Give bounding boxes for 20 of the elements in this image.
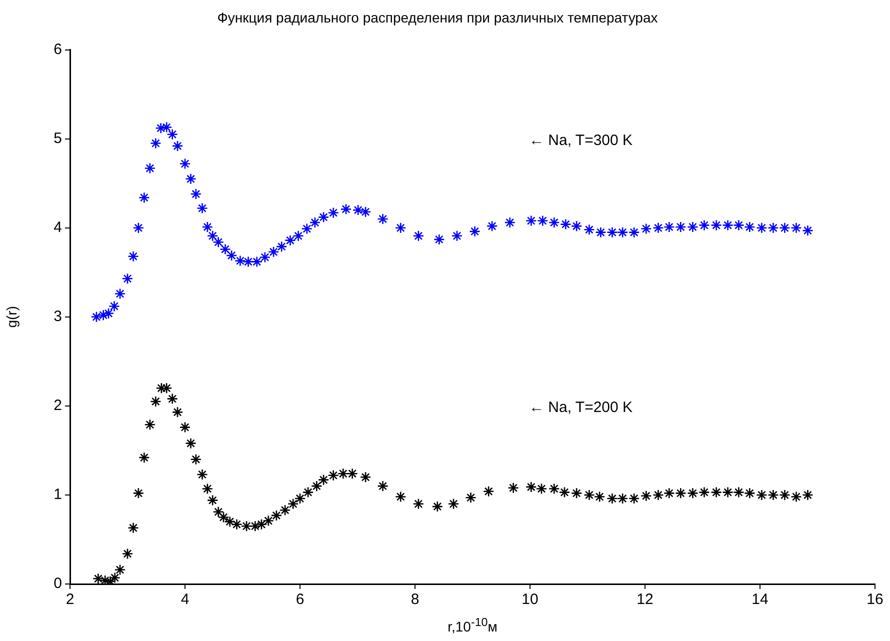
x-tick-label: 4: [180, 591, 190, 608]
y-tick-label: 3: [54, 308, 62, 326]
x-tick-label: 8: [410, 591, 420, 608]
annotation: ← Na, T=300 K: [529, 132, 633, 150]
x-tick-label: 10: [522, 591, 538, 608]
x-tick-label: 16: [866, 591, 884, 608]
x-tick-label: 2: [66, 591, 74, 608]
annotation: ← Na, T=200 K: [529, 399, 633, 416]
y-tick-label: 0: [54, 575, 62, 592]
x-tick-label: 12: [636, 591, 654, 608]
x-axis-title: r,10$^{-10}$м: [446, 616, 498, 635]
y-tick-label: 4: [54, 219, 62, 236]
y-tick-label: 6: [54, 40, 62, 58]
y-tick-label: 1: [54, 486, 62, 504]
x-tick-label: 6: [296, 591, 304, 608]
chart-title: Функция радиального распределения при различных температурах: [217, 9, 658, 26]
y-tick-label: 2: [54, 397, 62, 414]
x-tick-label: 14: [752, 591, 768, 608]
y-tick-label: 5: [54, 130, 62, 147]
y-axis-title: g(r): [3, 306, 20, 328]
